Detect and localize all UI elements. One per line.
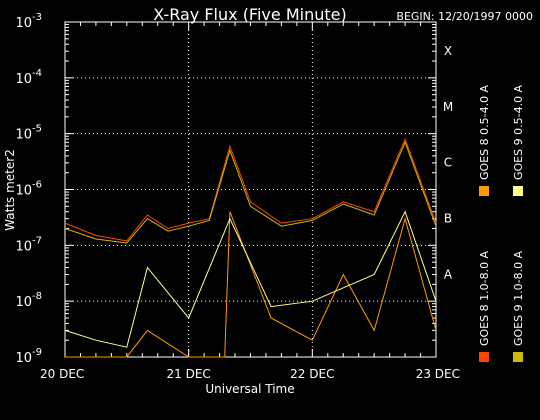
legend-swatch xyxy=(513,352,523,362)
flare-class-label: M xyxy=(443,100,453,114)
y-tick-label: 10-3 xyxy=(15,12,42,31)
legend-swatch xyxy=(479,186,489,196)
y-tick-label: 10-6 xyxy=(15,180,42,199)
flare-class-label: C xyxy=(444,156,452,170)
x-tick-label: 22 DEC xyxy=(290,367,334,381)
chart-title: X-Ray Flux (Five Minute) xyxy=(153,5,346,24)
legend-label: GOES 8 1.0-8.0 A xyxy=(478,250,491,346)
legend-label: GOES 8 0.5-4.0 A xyxy=(478,84,491,180)
y-tick-label: 10-9 xyxy=(15,347,42,366)
series-line xyxy=(64,137,437,242)
legend-label: GOES 9 0.5-4.0 A xyxy=(512,84,525,180)
x-tick-label: 23 DEC xyxy=(416,367,460,381)
x-tick-label: 20 DEC xyxy=(40,367,84,381)
series-line xyxy=(64,210,437,348)
begin-label: BEGIN: 12/20/1997 0000 xyxy=(396,10,533,23)
y-tick-label: 10-4 xyxy=(15,68,42,87)
y-axis-label: Watts meter2 xyxy=(3,149,17,231)
flare-class-label: X xyxy=(444,44,452,58)
legend-swatch xyxy=(479,352,489,362)
x-axis-label: Universal Time xyxy=(205,382,294,396)
series-line xyxy=(64,140,437,244)
legend-label: GOES 9 1.0-8.0 A xyxy=(512,250,525,346)
flare-class-label: B xyxy=(444,211,452,225)
y-tick-label: 10-7 xyxy=(15,235,42,254)
legend-swatch xyxy=(513,186,523,196)
y-tick-label: 10-5 xyxy=(15,124,42,143)
y-tick-label: 10-8 xyxy=(15,291,42,310)
flare-class-label: A xyxy=(444,267,453,281)
series-line xyxy=(65,211,437,358)
x-tick-label: 21 DEC xyxy=(167,367,211,381)
